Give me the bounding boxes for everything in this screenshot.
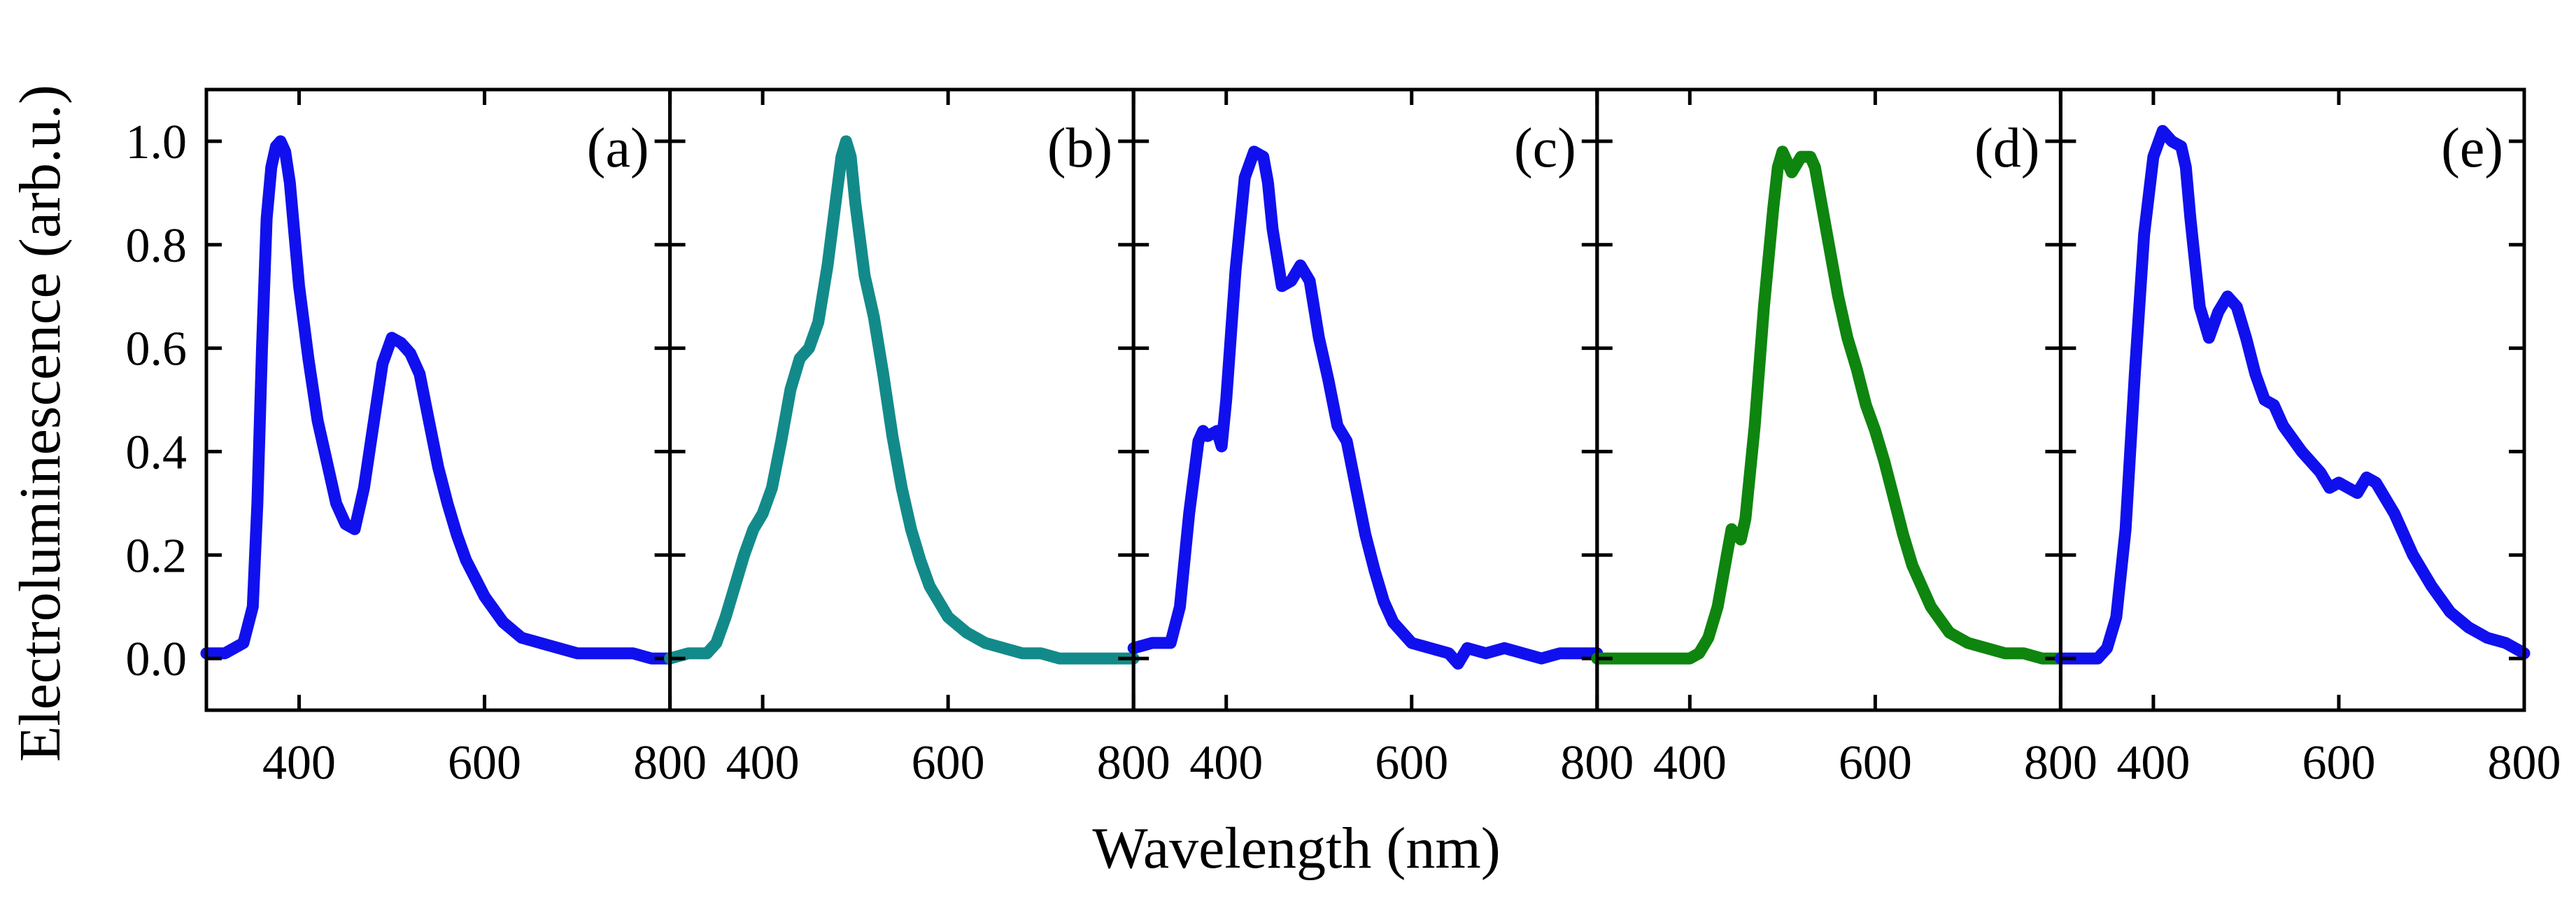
x-tick-label: 600: [1839, 736, 1912, 790]
panel-frame-1: [204, 87, 672, 712]
y-tick-label: 0.8: [126, 219, 187, 273]
panel-1: 400 600 800 (a): [200, 87, 707, 790]
x-tick-label: 600: [448, 736, 521, 790]
panel-label-5: (e): [2441, 118, 2503, 179]
spectrum-curve-4: [1591, 146, 2067, 665]
y-tick-label: 0.2: [126, 529, 187, 583]
spectrum-curve-2: [664, 135, 1140, 665]
spectrum-curve-5: [2054, 125, 2531, 665]
x-tick-label: 600: [2302, 736, 2375, 790]
panel-frame-2: [668, 87, 1135, 712]
x-tick-label: 400: [1189, 736, 1263, 790]
x-tick-label: 600: [912, 736, 985, 790]
y-tick-label: 1.0: [126, 115, 187, 169]
x-tick-label: 800: [633, 736, 707, 790]
panel-5: 400 600 800 (e): [2054, 87, 2561, 790]
panels-group: 400 600 800 (a) 400 600 800 (b) 400 600 800 (c) 400 6…: [126, 87, 2561, 790]
y-tick-label: 0.0: [126, 633, 187, 686]
x-tick-label: 800: [1097, 736, 1170, 790]
x-tick-label: 400: [726, 736, 800, 790]
panel-label-2: (b): [1047, 118, 1112, 179]
x-tick-label: 800: [2488, 736, 2561, 790]
panel-3: 400 600 800 (c): [1127, 87, 1634, 790]
y-axis-title: Electroluminescence (arb.u.): [8, 85, 73, 762]
x-tick-label: 800: [1560, 736, 1634, 790]
y-tick-label: 0.6: [126, 323, 187, 376]
spectrum-curve-3: [1127, 146, 1604, 670]
spectrum-curve-1: [200, 135, 677, 665]
panel-frame-5: [2058, 87, 2526, 712]
panel-label-1: (a): [587, 118, 649, 179]
panel-2: 400 600 800 (b): [664, 87, 1170, 790]
x-tick-label: 800: [2024, 736, 2097, 790]
x-tick-label: 400: [2116, 736, 2190, 790]
panel-label-4: (d): [1974, 118, 2039, 179]
panel-frame-4: [1595, 87, 2062, 712]
x-tick-label: 400: [262, 736, 336, 790]
y-tick-label: 0.4: [126, 425, 187, 479]
x-tick-label: 400: [1653, 736, 1727, 790]
panel-4: 400 600 800 (d): [1591, 87, 2097, 790]
x-axis-title: Wavelength (nm): [1092, 816, 1500, 881]
x-tick-label: 600: [1375, 736, 1448, 790]
panel-label-3: (c): [1514, 118, 1576, 179]
panel-frame-3: [1131, 87, 1599, 712]
